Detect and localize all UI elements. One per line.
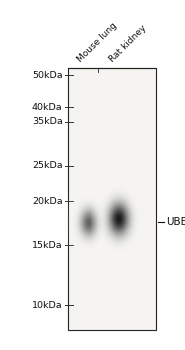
Text: 25kDa: 25kDa [32, 161, 63, 170]
Text: 20kDa: 20kDa [32, 196, 63, 205]
Text: 40kDa: 40kDa [32, 103, 63, 112]
Text: 15kDa: 15kDa [32, 240, 63, 250]
Bar [68, 68, 156, 330]
Text: 10kDa: 10kDa [32, 301, 63, 309]
Text: UBE2L6: UBE2L6 [166, 217, 185, 227]
Text: Mouse lung: Mouse lung [76, 21, 119, 64]
Text: 50kDa: 50kDa [32, 70, 63, 79]
Text: 35kDa: 35kDa [32, 118, 63, 126]
Text: Rat kidney: Rat kidney [107, 23, 148, 64]
